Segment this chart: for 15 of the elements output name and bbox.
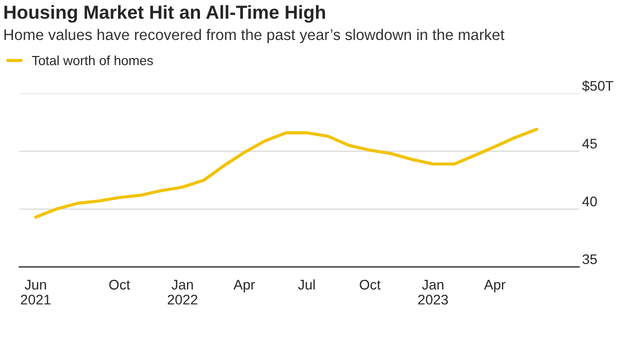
chart-subtitle: Home values have recovered from the past year’s slowdown in the market xyxy=(4,28,504,44)
y-tick-label: 40 xyxy=(582,196,597,206)
x-tick-label: Jan 2023 xyxy=(418,280,448,305)
y-tick-label: $50T xyxy=(582,80,614,92)
x-tick-label: Apr xyxy=(484,280,506,292)
x-tick-label: Jun 2021 xyxy=(20,280,50,305)
x-tick-label: Oct xyxy=(360,280,381,290)
y-tick-label: 35 xyxy=(582,254,597,264)
y-tick-label: 45 xyxy=(582,138,597,149)
x-tick-label: Jan 2022 xyxy=(168,280,198,305)
chart-title: Housing Market Hit an All-Time High xyxy=(4,5,325,23)
x-tick-label: Oct xyxy=(109,280,130,290)
x-tick-label: Apr xyxy=(234,280,255,292)
x-tick-label: Jul xyxy=(298,279,315,290)
legend-label: Total worth of homes xyxy=(32,56,153,66)
